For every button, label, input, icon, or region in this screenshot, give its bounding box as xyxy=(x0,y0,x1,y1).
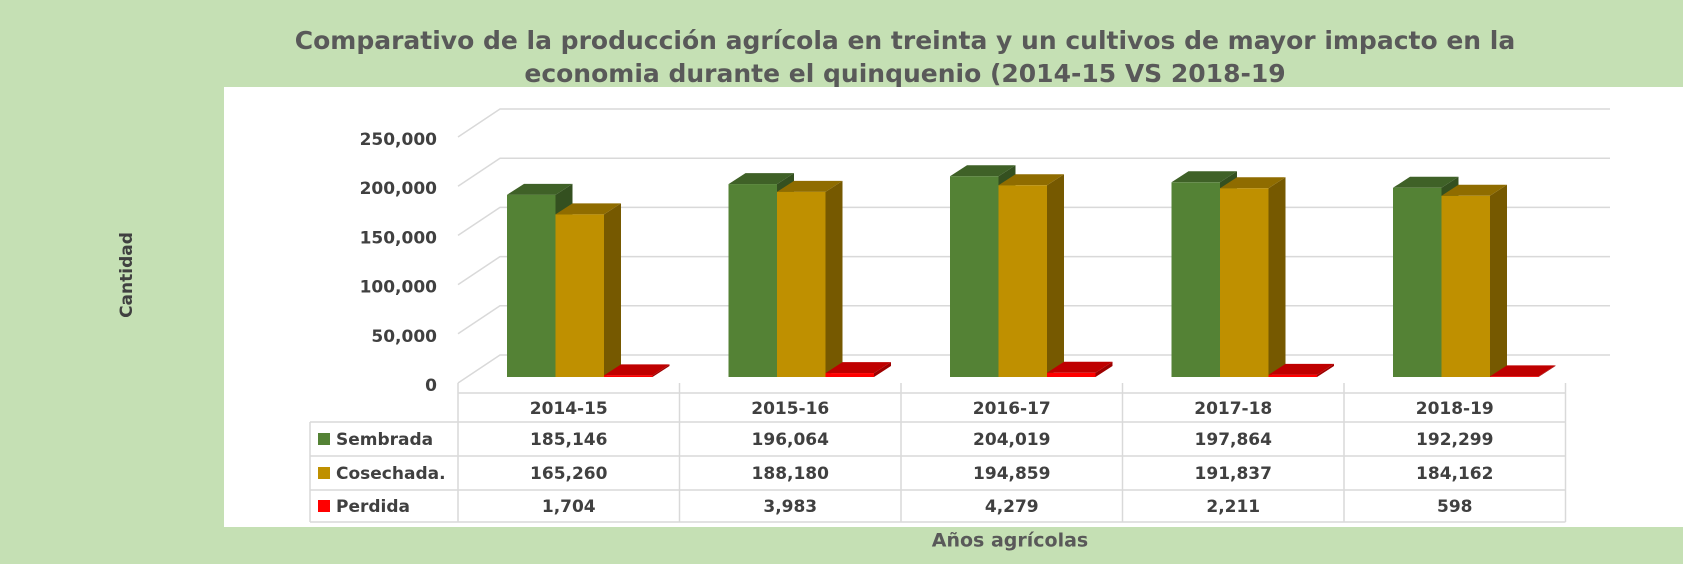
bar-side xyxy=(652,364,670,377)
y-tick-label: 100,000 xyxy=(360,278,438,298)
bar-top xyxy=(1393,176,1459,188)
table-value: 188,180 xyxy=(752,464,830,484)
legend-swatch xyxy=(318,500,330,512)
y-tick-label: 0 xyxy=(425,376,437,396)
bar xyxy=(1393,187,1442,377)
bar xyxy=(507,194,556,377)
bar xyxy=(1047,372,1096,377)
table-value: 1,704 xyxy=(542,497,596,517)
x-tick-label: 2015-16 xyxy=(751,399,829,419)
bar-side xyxy=(1317,363,1334,377)
bar-top xyxy=(998,174,1064,186)
x-axis-title: Años agrícolas xyxy=(932,530,1088,552)
legend-label: Sembrada xyxy=(336,430,433,450)
bar-top xyxy=(1441,184,1507,196)
table-value: 165,260 xyxy=(530,464,608,484)
bar-side xyxy=(874,362,891,377)
bar xyxy=(998,185,1047,377)
y-tick-label: 150,000 xyxy=(360,228,438,248)
bar-top xyxy=(555,203,621,215)
bar xyxy=(777,191,826,377)
y-axis-title: Cantidad xyxy=(117,232,137,318)
x-tick-label: 2017-18 xyxy=(1194,399,1272,419)
bar-top xyxy=(728,173,794,185)
bar xyxy=(1171,182,1220,377)
bar-top xyxy=(1490,365,1556,377)
legend-label: Cosechada. xyxy=(336,464,446,484)
x-tick-label: 2016-17 xyxy=(973,399,1051,419)
x-tick-label: 2018-19 xyxy=(1416,399,1494,419)
table-value: 197,864 xyxy=(1195,430,1273,450)
bar xyxy=(1441,195,1490,377)
bar xyxy=(950,176,999,377)
table-value: 2,211 xyxy=(1206,497,1260,517)
y-tick-label: 250,000 xyxy=(360,130,438,150)
bar-side xyxy=(1268,177,1286,377)
bar-top xyxy=(507,183,573,195)
bar xyxy=(1220,188,1269,377)
chart-title: Comparativo de la producción agrícola en… xyxy=(294,26,1516,88)
table-value: 3,983 xyxy=(763,497,817,517)
bar-side xyxy=(825,180,843,377)
bar-top xyxy=(1220,177,1286,189)
table-value: 194,859 xyxy=(973,464,1050,484)
table-value: 196,064 xyxy=(752,430,830,450)
bar xyxy=(728,184,777,377)
bar xyxy=(1490,376,1539,377)
bar-top xyxy=(825,362,891,374)
bar-top xyxy=(1047,361,1113,373)
y-tick-label: 200,000 xyxy=(360,179,438,199)
bar-side xyxy=(1538,365,1556,377)
bar-top xyxy=(950,165,1016,177)
bar-top xyxy=(1171,171,1237,183)
bar-top xyxy=(604,364,670,376)
grid-line xyxy=(457,157,1610,187)
bar-top xyxy=(1268,363,1334,375)
legend-swatch xyxy=(318,467,330,479)
bar xyxy=(825,373,874,377)
table-value: 192,299 xyxy=(1416,430,1493,450)
legend-label: Perdida xyxy=(336,497,410,517)
grid-line xyxy=(457,108,1610,138)
bar xyxy=(604,375,653,377)
bar xyxy=(1268,374,1317,377)
table-value: 204,019 xyxy=(973,430,1050,450)
bar-side xyxy=(1095,361,1113,377)
table-value: 598 xyxy=(1437,497,1473,517)
bar-side xyxy=(604,203,621,377)
bar-side xyxy=(1047,174,1064,377)
y-tick-label: 50,000 xyxy=(371,327,437,347)
bar-side xyxy=(1490,184,1507,377)
legend-swatch xyxy=(318,433,330,445)
table-value: 184,162 xyxy=(1416,464,1493,484)
x-tick-label: 2014-15 xyxy=(530,399,608,419)
table-value: 191,837 xyxy=(1195,464,1272,484)
table-value: 4,279 xyxy=(985,497,1039,517)
bar-top xyxy=(777,180,843,192)
bar xyxy=(555,214,604,377)
table-value: 185,146 xyxy=(530,430,607,450)
